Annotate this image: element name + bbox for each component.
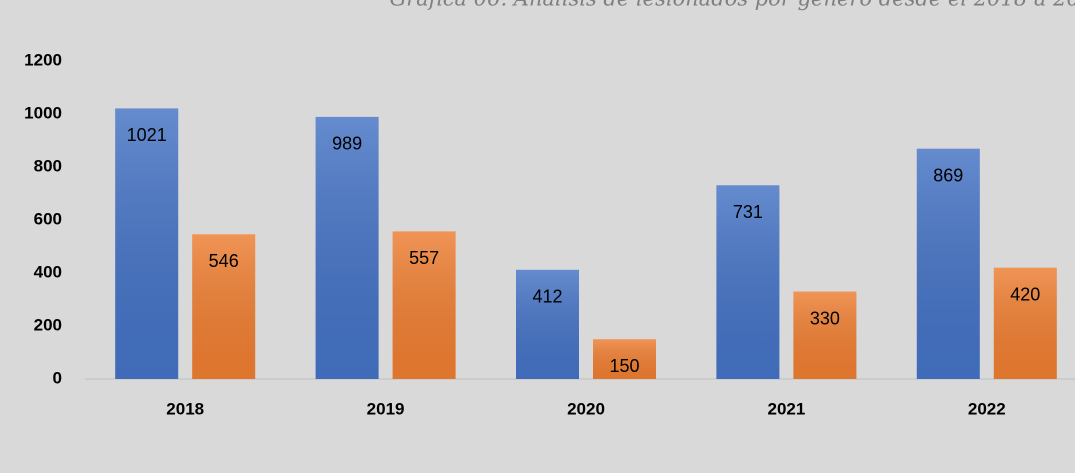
bar-shine <box>993 267 1057 379</box>
bar-shine <box>716 185 780 379</box>
value-label: 557 <box>409 248 439 268</box>
y-tick-label: 800 <box>34 156 62 175</box>
bar-shine <box>593 339 656 379</box>
y-tick-label: 400 <box>34 262 62 281</box>
bar-shine <box>115 108 179 379</box>
value-label: 412 <box>532 287 562 307</box>
x-tick-label: 2019 <box>367 399 405 418</box>
y-tick-label: 1200 <box>24 50 62 69</box>
value-label: 989 <box>332 134 362 154</box>
x-tick-label: 2020 <box>567 399 605 418</box>
value-label: 420 <box>1010 284 1040 304</box>
bar-shine <box>192 234 256 379</box>
y-tick-label: 200 <box>34 315 62 334</box>
value-label: 150 <box>609 356 639 376</box>
x-tick-label: 2022 <box>968 399 1006 418</box>
x-tick-label: 2021 <box>767 399 805 418</box>
bar-shine <box>916 148 980 379</box>
value-label: 731 <box>733 202 763 222</box>
value-label: 1021 <box>127 125 167 145</box>
y-tick-label: 1000 <box>24 103 62 122</box>
value-label: 546 <box>209 251 239 271</box>
bar-shine <box>516 269 579 379</box>
x-tick-label: 2018 <box>166 399 204 418</box>
y-tick-label: 600 <box>34 209 62 228</box>
bar-shine <box>392 231 456 379</box>
chart-title: Gráfica 06. Análisis de lesionados por g… <box>389 0 1075 11</box>
y-tick-label: 0 <box>53 368 62 387</box>
value-label: 330 <box>810 308 840 328</box>
bar-shine <box>315 116 379 379</box>
value-label: 869 <box>933 165 963 185</box>
bar-shine <box>793 291 857 379</box>
